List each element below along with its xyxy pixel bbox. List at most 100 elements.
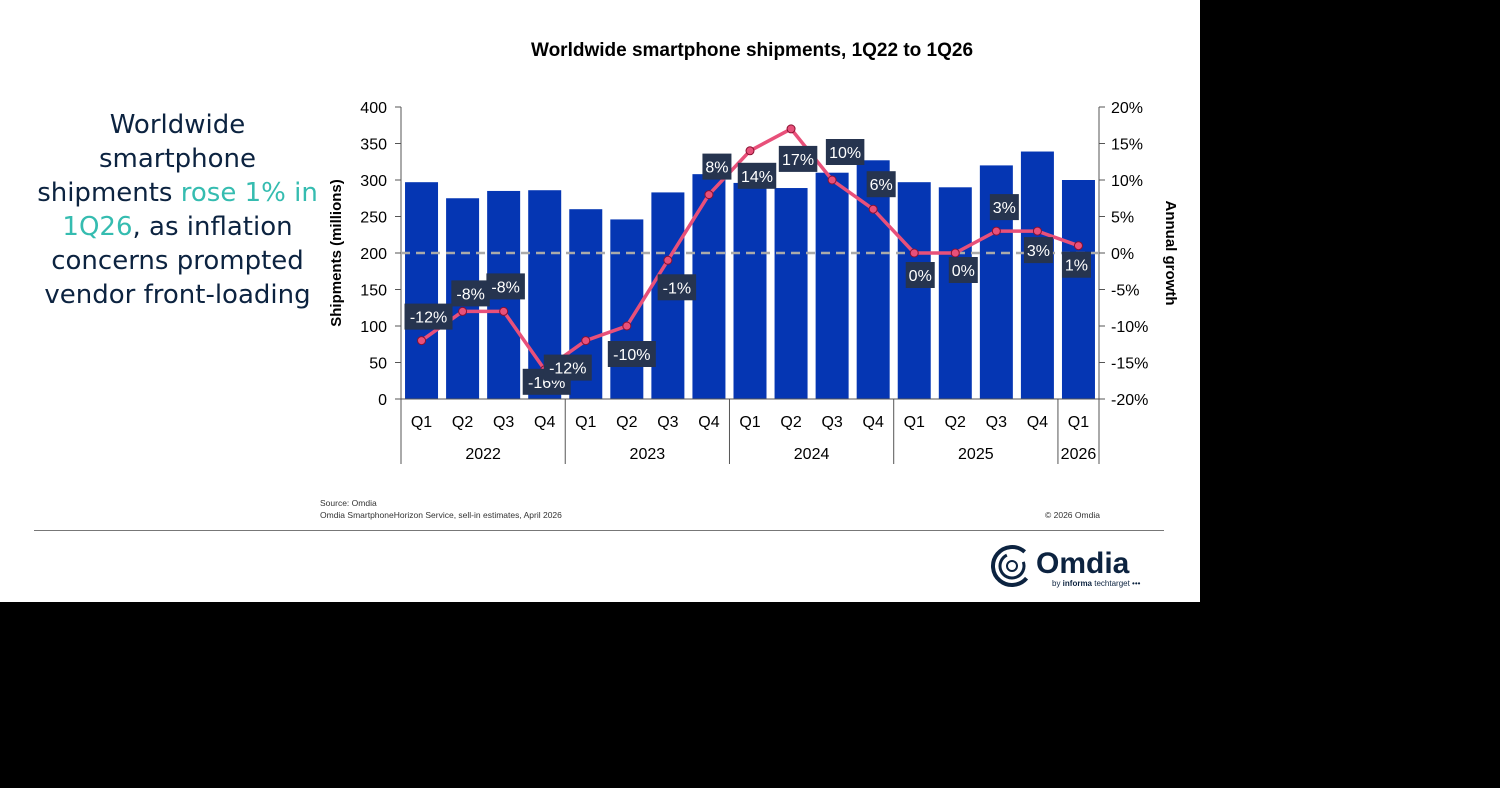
bar (938, 187, 972, 399)
growth-point (417, 336, 427, 346)
y-tick-label: 200 (360, 246, 387, 263)
growth-point (827, 175, 837, 185)
growth-point (991, 226, 1001, 236)
data-label-box (657, 274, 697, 301)
quarter-label: Q2 (780, 414, 801, 431)
quarter-label: Q2 (452, 414, 473, 431)
y2-tick-label: 0% (1111, 246, 1134, 263)
data-label: 0% (952, 263, 975, 280)
year-label: 2024 (794, 446, 830, 463)
y-tick-label: 300 (360, 173, 387, 190)
source-text: Source: Omdia (320, 498, 377, 508)
data-label: -8% (491, 279, 519, 296)
growth-point (704, 190, 714, 200)
omdia-logo: Omdia by informa techtarget ••• (988, 542, 1168, 592)
y-tick-label: 0 (378, 392, 387, 409)
year-label: 2026 (1061, 446, 1097, 463)
y2-tick-label: 10% (1111, 173, 1143, 190)
year-label: 2025 (958, 446, 994, 463)
headline-text: Worldwide smartphone shipments (37, 110, 257, 208)
bar (1061, 180, 1095, 399)
bar (692, 174, 726, 399)
y2-tick-label: -20% (1111, 392, 1148, 409)
y2-tick-label: -10% (1111, 319, 1148, 336)
y2-tick-label: 5% (1111, 210, 1134, 227)
data-label: 1% (1065, 258, 1088, 275)
bar (405, 182, 439, 399)
data-label: 17% (782, 152, 814, 169)
growth-point (458, 306, 468, 316)
slide: Worldwide smartphone shipments rose 1% i… (0, 0, 1200, 602)
data-label-box (825, 139, 865, 165)
bar (815, 172, 849, 399)
y-tick-label: 150 (360, 283, 387, 300)
data-label: 3% (993, 200, 1016, 217)
data-label: -1% (663, 280, 691, 297)
data-label: 10% (829, 145, 861, 162)
quarter-label: Q4 (534, 414, 555, 431)
bar (733, 182, 767, 399)
quarter-label: Q4 (1027, 414, 1048, 431)
data-label: -8% (456, 286, 484, 303)
data-label: -12% (549, 361, 586, 378)
data-label-box (866, 171, 896, 198)
data-label-box (486, 273, 525, 300)
bar (774, 188, 808, 399)
y-tick-label: 50 (369, 356, 387, 373)
y2-tick-label: -15% (1111, 356, 1148, 373)
shipments-chart: Worldwide smartphone shipments, 1Q22 to … (328, 40, 1179, 464)
copyright: © 2026 Omdia (1045, 510, 1100, 520)
data-label: 6% (870, 177, 893, 194)
data-label-box (778, 145, 818, 172)
data-label-box (702, 153, 732, 180)
quarter-label: Q2 (616, 414, 637, 431)
y2-axis-title: Annual growth (1162, 201, 1179, 306)
data-label-box (543, 354, 592, 381)
y2-tick-label: 15% (1111, 137, 1143, 154)
quarter-label: Q4 (863, 414, 884, 431)
quarter-label: Q1 (739, 414, 760, 431)
quarter-label: Q4 (698, 414, 719, 431)
y-tick-label: 400 (360, 100, 387, 117)
data-label-box (989, 194, 1019, 221)
bar (1020, 151, 1054, 399)
growth-point (950, 248, 960, 258)
y2-tick-label: -5% (1111, 283, 1139, 300)
data-label-box (404, 303, 453, 330)
quarter-label: Q2 (945, 414, 966, 431)
growth-point (1032, 226, 1042, 236)
data-label: -10% (613, 347, 650, 364)
growth-point (663, 255, 673, 265)
data-label-box (451, 280, 490, 307)
y2-tick-label: 20% (1111, 100, 1143, 117)
quarter-label: Q1 (411, 414, 432, 431)
growth-point (622, 321, 632, 331)
quarter-label: Q3 (493, 414, 514, 431)
quarter-label: Q1 (575, 414, 596, 431)
growth-point (1073, 241, 1083, 251)
growth-point (745, 146, 755, 156)
data-label-box (737, 162, 777, 189)
quarter-label: Q1 (904, 414, 925, 431)
data-label-box (905, 262, 935, 288)
year-label: 2022 (465, 446, 501, 463)
growth-point (499, 306, 509, 316)
bar (897, 182, 931, 399)
y-axis-title: Shipments (millions) (328, 179, 345, 327)
growth-point (786, 124, 796, 134)
data-label: 0% (909, 268, 932, 285)
y-tick-label: 350 (360, 137, 387, 154)
quarter-label: Q3 (821, 414, 842, 431)
divider (34, 530, 1164, 531)
quarter-label: Q3 (986, 414, 1007, 431)
headline-highlight: rose 1% in 1Q26 (62, 178, 318, 242)
quarter-label: Q1 (1068, 414, 1089, 431)
data-label-box (607, 341, 656, 367)
data-label-box (1023, 237, 1053, 264)
growth-point (909, 248, 919, 258)
data-label: 8% (705, 160, 728, 177)
omdia-logo-icon: Omdia by informa techtarget ••• (991, 545, 1141, 588)
data-label-box (1061, 251, 1091, 278)
growth-point (868, 204, 878, 214)
data-label-box (948, 257, 978, 283)
